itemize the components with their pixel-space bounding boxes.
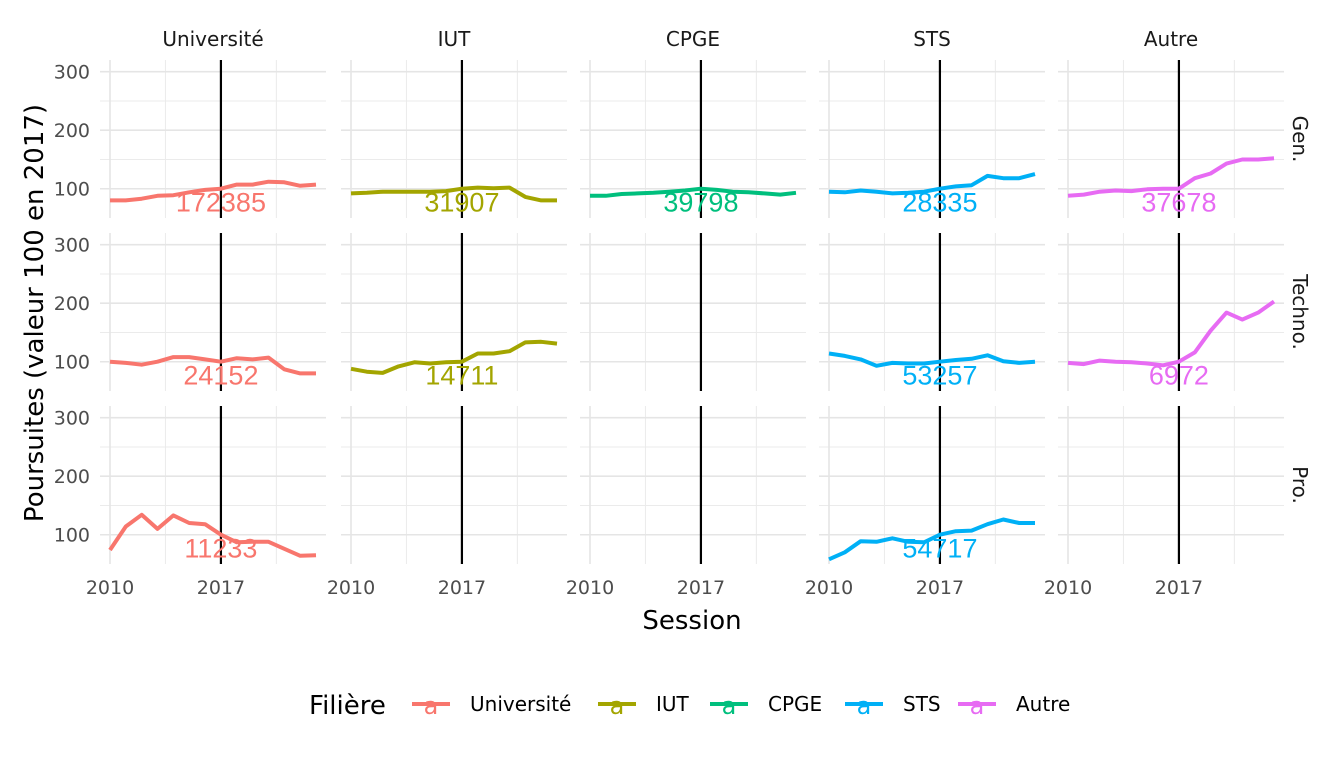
x-tick-label: 2010 <box>86 577 134 599</box>
legend-item-label: Université <box>470 692 571 716</box>
panel-1-1 <box>341 233 567 391</box>
series-line-STS-Pro. <box>828 517 1035 562</box>
x-tick-label: 2010 <box>805 577 853 599</box>
strip-label-col: CPGE <box>666 27 720 51</box>
strip-label-row: Gen. <box>1288 116 1312 163</box>
legend-key-glyph: a <box>424 692 439 720</box>
legend-key-glyph: a <box>970 692 985 720</box>
strip-label-col: Autre <box>1144 27 1198 51</box>
grid-layer <box>100 60 1284 564</box>
panel-annotation: 24152 <box>183 361 258 391</box>
x-tick-label: 2017 <box>916 577 964 599</box>
series-line-IUT-Gen. <box>350 185 557 203</box>
series-line-Université-Gen. <box>110 179 317 203</box>
panel-annotation: 11233 <box>184 534 257 564</box>
legend-title: Filière <box>309 691 386 721</box>
panel-2-2 <box>580 406 806 564</box>
panel-3-2 <box>819 406 1045 564</box>
panel-annotation: 172385 <box>176 188 266 218</box>
y-tick-label: 100 <box>54 179 90 201</box>
strip-label-row: Pro. <box>1288 466 1312 504</box>
series-line-Université-Techno. <box>109 355 316 376</box>
panel-annotation: 53257 <box>902 361 977 391</box>
panel-annotation: 6972 <box>1149 361 1209 391</box>
panel-3-1 <box>819 233 1045 391</box>
y-tick-label: 200 <box>54 120 90 142</box>
series-layer: 172385 31907 39798 28335 37678 24152 14711 5325… <box>108 156 1276 564</box>
legend-item-label: Autre <box>1016 692 1070 716</box>
x-tick-label: 2017 <box>438 577 486 599</box>
y-tick-label: 300 <box>54 408 90 430</box>
x-tick-label: 2017 <box>1155 577 1203 599</box>
y-axis-title: Poursuites (valeur 100 en 2017) <box>20 104 50 522</box>
panel-annotation: 28335 <box>902 188 977 218</box>
panel-0-2 <box>100 406 326 564</box>
legend-item-label: IUT <box>656 692 690 716</box>
series-line-IUT-Techno. <box>350 339 558 375</box>
panel-annotation: 37678 <box>1141 188 1216 218</box>
panel-2-1 <box>580 233 806 391</box>
strip-label-col: IUT <box>438 27 472 51</box>
panel-annotation: 14711 <box>425 361 498 391</box>
x-axis-title: Session <box>642 606 741 636</box>
legend-key-glyph: a <box>610 692 625 720</box>
legend-item-label: CPGE <box>768 692 822 716</box>
panel-annotation: 39798 <box>663 188 738 218</box>
legend-key-glyph: a <box>722 692 737 720</box>
series-line-STS-Techno. <box>828 351 1036 368</box>
x-tick-label: 2017 <box>197 577 245 599</box>
series-line-Autre-Techno. <box>1067 299 1276 368</box>
y-tick-label: 300 <box>54 62 90 84</box>
y-tick-label: 100 <box>54 525 90 547</box>
y-tick-label: 200 <box>54 466 90 488</box>
series-line-Université-Pro. <box>108 512 317 558</box>
y-tick-label: 100 <box>54 352 90 374</box>
x-tick-label: 2017 <box>677 577 725 599</box>
legend-item-label: STS <box>903 692 941 716</box>
y-tick-label: 300 <box>54 235 90 257</box>
x-tick-label: 2010 <box>327 577 375 599</box>
panel-4-2 <box>1058 406 1284 564</box>
strip-label-row: Techno. <box>1288 273 1312 350</box>
legend: Filière a Université a IUT a CPGE a STS a Autre <box>309 691 1070 721</box>
panel-0-1 <box>100 233 326 391</box>
panel-annotation: 31907 <box>424 188 499 218</box>
strip-label-col: Université <box>162 27 263 51</box>
strip-label-col: STS <box>913 27 951 51</box>
series-line-CPGE-Gen. <box>590 186 797 198</box>
panel-3-0 <box>819 60 1045 218</box>
panel-annotation: 54717 <box>902 534 977 564</box>
y-tick-label: 200 <box>54 293 90 315</box>
x-tick-label: 2010 <box>566 577 614 599</box>
panel-1-2 <box>341 406 567 564</box>
series-line-STS-Gen. <box>828 172 1036 196</box>
x-tick-label: 2010 <box>1044 577 1092 599</box>
legend-key-glyph: a <box>857 692 872 720</box>
series-line-Autre-Gen. <box>1067 156 1275 198</box>
